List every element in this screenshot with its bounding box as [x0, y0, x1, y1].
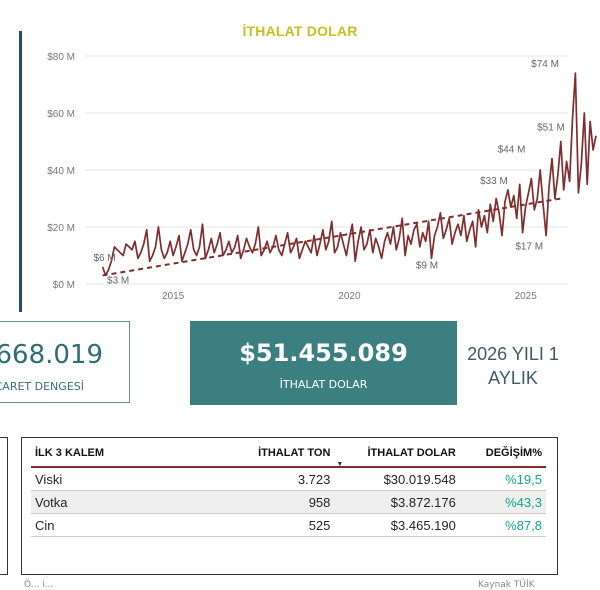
header-ithalat-dolar[interactable]: İTHALAT DOLAR ▼ — [334, 443, 459, 468]
kpi-label: İTHALAT DOLAR — [279, 378, 368, 391]
table-frame — [21, 437, 558, 575]
table-row[interactable]: Viski 3.723 $30.019.548 %19,5 — [31, 467, 546, 491]
table-row[interactable]: Votka 958 $3.872.176 %43,3 — [31, 490, 546, 514]
series-line-ithalat-dolar — [101, 72, 597, 277]
sort-descending-icon[interactable]: ▼ — [336, 461, 344, 468]
cell-kalem: Cin — [35, 517, 55, 533]
kpi-value: 5.668.019 — [0, 340, 103, 370]
data-label: $17 M — [515, 242, 543, 253]
table-row[interactable]: Cin 525 $3.465.190 %87,8 — [31, 514, 546, 537]
period-line-1: 2026 YILI 1 — [467, 344, 559, 364]
y-tick-label: $0 M — [53, 280, 75, 291]
chart-title: İTHALAT DOLAR — [242, 23, 358, 39]
y-tick-label: $80 M — [47, 52, 75, 63]
cell-ton: 958 — [308, 494, 331, 510]
header-kalem[interactable]: İLK 3 KALEM — [35, 447, 105, 459]
footer-note: Ö... i... — [24, 580, 54, 590]
accent-bar — [19, 31, 22, 312]
data-label: $3 M — [107, 275, 129, 286]
y-tick-label: $20 M — [47, 223, 75, 234]
ithalat-dolar-line-chart[interactable]: $0 M $20 M $40 M $60 M $80 M 2015 2020 2025 $6 M… — [0, 0, 600, 320]
table-header-row: İLK 3 KALEM İTHALAT TON İTHALAT DOLAR ▼ D… — [31, 443, 546, 468]
y-tick-label: $40 M — [47, 166, 75, 177]
kpi-card-ticaret-dengesi[interactable]: 5.668.019 CARET DENGESİ — [0, 321, 130, 403]
kpi-label: CARET DENGESİ — [0, 380, 84, 393]
period-label: 2026 YILI 1 AYLIK — [458, 342, 568, 390]
footer-source: Kaynak TÜİK — [478, 580, 535, 590]
kpi-value: $51.455.089 — [239, 339, 408, 367]
cell-kalem: Viski — [35, 471, 63, 487]
data-label: $74 M — [531, 59, 559, 70]
cell-ton: 525 — [308, 517, 331, 533]
period-line-2: AYLIK — [488, 368, 538, 388]
data-label: $51 M — [537, 123, 565, 134]
data-label: $44 M — [498, 145, 526, 156]
x-tick-label: 2020 — [338, 291, 361, 302]
x-tick-label: 2025 — [515, 291, 538, 302]
cell-degisim: %19,5 — [505, 471, 542, 487]
data-label: $6 M — [94, 253, 116, 264]
cell-ton: 3.723 — [297, 471, 331, 487]
kpi-card-ithalat-dolar[interactable]: $51.455.089 İTHALAT DOLAR — [190, 321, 457, 405]
top-items-table[interactable]: İLK 3 KALEM İTHALAT TON İTHALAT DOLAR ▼ D… — [31, 443, 546, 537]
cell-dolar: $3.872.176 — [390, 494, 456, 510]
header-degisim[interactable]: DEĞİŞİM% — [485, 447, 542, 459]
cell-dolar: $3.465.190 — [390, 517, 456, 533]
cell-kalem: Votka — [35, 494, 68, 510]
x-tick-label: 2015 — [162, 291, 185, 302]
data-label: $33 M — [480, 176, 508, 187]
header-ithalat-dolar-label: İTHALAT DOLAR — [367, 447, 456, 459]
cell-degisim: %87,8 — [505, 517, 542, 533]
cell-degisim: %43,3 — [505, 494, 542, 510]
trend-line — [102, 197, 562, 277]
cell-dolar: $30.019.548 — [383, 471, 456, 487]
header-ithalat-ton[interactable]: İTHALAT TON — [258, 447, 331, 459]
data-label: $9 M — [416, 260, 438, 271]
y-tick-label: $60 M — [47, 109, 75, 120]
left-panel-frame — [0, 437, 8, 575]
